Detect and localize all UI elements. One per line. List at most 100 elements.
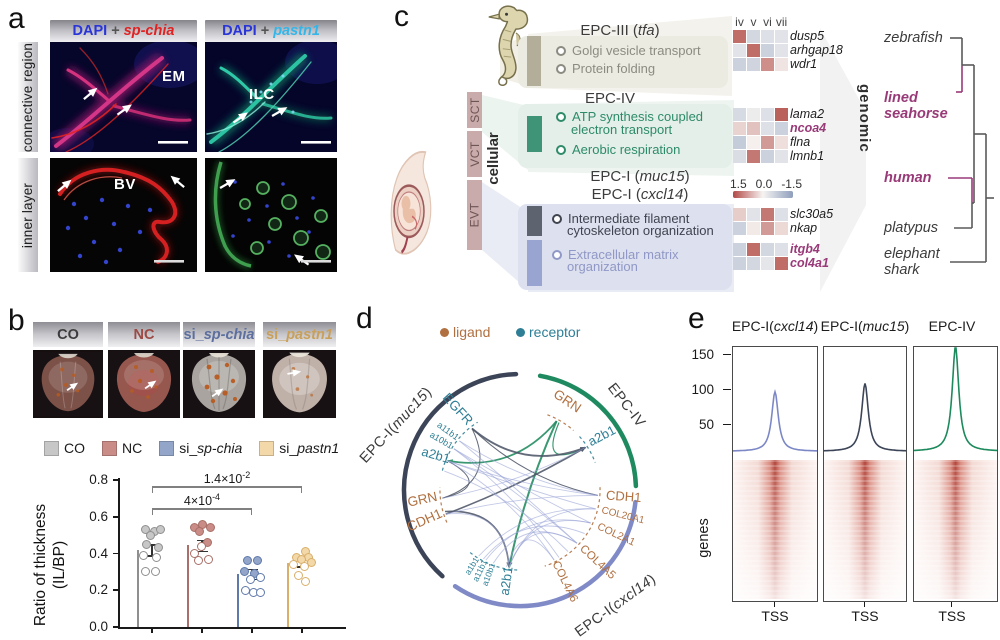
- significance-bracket-end: [250, 508, 252, 516]
- chord-peri: [492, 531, 578, 564]
- heatmap-cell: [747, 30, 760, 43]
- legend-label: si_: [279, 440, 298, 456]
- data-point: [150, 567, 160, 577]
- epc1-muc15-header: EPC-I (muc15): [555, 168, 725, 185]
- data-point: [205, 523, 215, 533]
- heatmap-cell: [733, 150, 746, 163]
- header-post: ): [904, 318, 910, 334]
- header-pre: EPC-III (: [580, 22, 638, 39]
- panel-a-label: a: [8, 2, 25, 35]
- data-point: [138, 550, 148, 560]
- x-axis-tick: [201, 628, 203, 633]
- gene-list-epc1-cxcl14: itgb4 col4a1: [790, 242, 829, 270]
- gene-label: itgb4: [790, 242, 820, 256]
- scale-min: -1.5: [781, 177, 802, 191]
- gene-label: lama2: [790, 107, 825, 121]
- micrograph-inner-sp-chia: BV: [50, 158, 197, 272]
- panel-b-label: b: [8, 304, 25, 337]
- data-point: [293, 571, 303, 581]
- term-text: electron transport: [571, 122, 673, 137]
- heatmap-cell: [775, 208, 788, 221]
- chord-peri: [445, 494, 598, 515]
- heatmap-epc3: [733, 30, 788, 71]
- tss-plot-cxcl14: [732, 346, 818, 602]
- y-axis-tick-label: 0.0: [89, 619, 108, 634]
- data-point: [196, 541, 206, 551]
- gene-list-epc4: lama2 ncoa4 flna lmnb1: [790, 107, 826, 163]
- tropho-label: EVT: [467, 202, 482, 228]
- heatmap-color-scale: [733, 191, 793, 198]
- legend-swatch: [102, 440, 117, 456]
- term-bullet-icon: [556, 144, 566, 155]
- heatmap-epc1-cxcl14: [733, 243, 788, 270]
- chord-peri: [442, 447, 586, 499]
- tss-plot-epc4: [913, 346, 998, 602]
- tss-heatmap: [914, 460, 997, 599]
- y-tick-mark: [723, 424, 731, 426]
- ligand-dot-icon: [440, 327, 449, 337]
- error-bar-cap: [146, 544, 158, 546]
- bar-si_sp-chia: [236, 573, 239, 627]
- data-point: [288, 560, 298, 570]
- row-label-text: inner layer: [20, 182, 36, 248]
- cluster-arc-label: EPC-I(cxcl14): [572, 571, 659, 640]
- x-axis-tick: [251, 628, 253, 633]
- y-tick-150: 150: [691, 347, 714, 362]
- heatmap-cell: [733, 30, 746, 43]
- term-bullet-icon: [552, 213, 562, 224]
- epc1-muc15-block: [527, 206, 542, 236]
- error-bar-cap: [196, 550, 208, 553]
- header-post: ): [813, 318, 819, 334]
- heatmap-cell: [761, 150, 774, 163]
- tss-x-label: TSS: [851, 608, 879, 624]
- data-point: [255, 572, 265, 582]
- gene-label: wdr1: [790, 57, 818, 71]
- data-point: [140, 525, 150, 535]
- photo-header-si-pastn1: si_ pastn1: [263, 322, 336, 347]
- row-label-text: connective region: [20, 42, 36, 152]
- heatmap-cell: [775, 30, 788, 43]
- brood-pouch-photo-co: [33, 350, 103, 418]
- heatmap-cell: [747, 58, 760, 71]
- data-point: [193, 556, 203, 566]
- go-term-cont: cytoskeleton organization: [567, 224, 714, 237]
- go-term: Protein folding: [556, 62, 655, 75]
- y-axis-tick: [112, 589, 119, 592]
- cellular-axis-label: cellular: [484, 122, 502, 194]
- receptor-node-a2b1: a2b1: [585, 422, 618, 449]
- error-bar-cap: [196, 539, 208, 542]
- heatmap-cell: [747, 122, 760, 135]
- receptor-node-a2b1: a2b1: [497, 566, 516, 597]
- x-tick-mark: [774, 602, 776, 607]
- chord-green: [446, 420, 558, 465]
- arrow-icon: [116, 104, 132, 116]
- chord-peri: [447, 460, 598, 496]
- panel-a-col-header-sp-chia: DAPI + sp-chia: [50, 20, 197, 42]
- taxon-name: platypus: [884, 220, 939, 236]
- term-text: ATP synthesis coupled: [572, 109, 704, 124]
- data-point: [194, 526, 204, 536]
- legend-label: si_: [179, 440, 198, 456]
- panel-c-label: c: [394, 0, 409, 33]
- brood-pouch-photo-nc: [108, 350, 180, 418]
- header-pre: EPC-I(: [731, 318, 774, 334]
- scale-bar: [154, 260, 184, 263]
- ligand-node-CDH1: CDH1: [606, 488, 642, 505]
- epc1-cxcl14-block: [527, 240, 542, 286]
- chord-peri: [459, 440, 578, 544]
- heatmap-cell: [733, 208, 746, 221]
- y-axis-line: [118, 478, 120, 628]
- taxon-name: human: [884, 170, 932, 186]
- brood-pouch-photo-si-sp-chia: [183, 350, 255, 418]
- inner-group-arc: [579, 436, 596, 463]
- heatmap-cell: [733, 58, 746, 71]
- heatmap-cell: [747, 257, 760, 270]
- cellular-axis-text: cellular: [484, 131, 502, 185]
- data-point: [140, 567, 150, 577]
- y-axis-tick-label: 0.6: [89, 508, 108, 524]
- heatmap-cell: [761, 58, 774, 71]
- tss-profile-curve: [824, 383, 906, 452]
- y-axis-title-line2: (IL/BP): [50, 540, 68, 590]
- chord-peri: [447, 460, 555, 561]
- go-term-cont: electron transport: [571, 123, 672, 136]
